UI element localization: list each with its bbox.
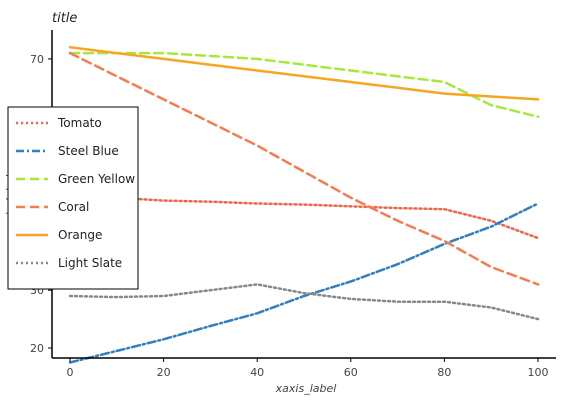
legend-label: Orange <box>58 228 102 242</box>
x-tick-label: 40 <box>250 366 264 379</box>
legend: Tomato Steel Blue Green Yellow Coral Orange L… <box>7 106 139 290</box>
series-line-orange <box>68 46 540 101</box>
legend-box <box>7 106 139 290</box>
series-line-steel-blue <box>68 202 540 364</box>
series-line-tomato <box>68 190 540 240</box>
x-tick-label: 100 <box>528 366 549 379</box>
x-tick-label: 60 <box>344 366 358 379</box>
x-tick-label: 20 <box>157 366 171 379</box>
y-tick-label: 20 <box>30 342 44 355</box>
y-tick-label: 70 <box>30 53 44 66</box>
x-tick-label: 0 <box>67 366 74 379</box>
legend-label: Tomato <box>57 116 102 130</box>
x-axis-label: xaxis_label <box>275 382 337 395</box>
series-line-light-slate <box>68 283 540 321</box>
legend-label: Light Slate <box>58 256 122 270</box>
chart-title: title <box>52 11 77 26</box>
legend-label: Green Yellow <box>58 172 135 186</box>
series-line-green-yellow <box>68 51 540 118</box>
plot-area <box>68 46 540 364</box>
legend-label: Coral <box>58 200 89 214</box>
legend-label: Steel Blue <box>58 144 119 158</box>
x-tick-label: 80 <box>437 366 451 379</box>
series-line-coral <box>68 51 540 286</box>
